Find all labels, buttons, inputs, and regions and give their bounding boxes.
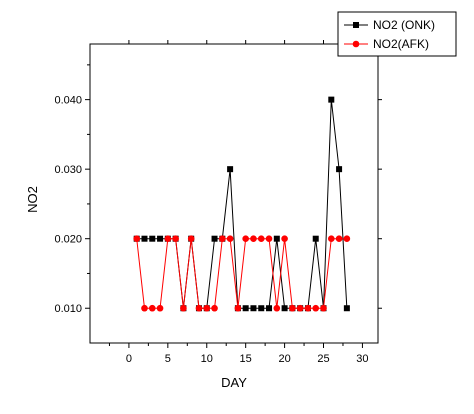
- x-tick-label: 0: [126, 353, 132, 365]
- y-tick-label: 0.040: [54, 95, 82, 107]
- x-tick-label: 20: [278, 353, 290, 365]
- data-point-square: [242, 305, 249, 312]
- data-point-circle: [320, 304, 327, 312]
- data-point-circle: [211, 304, 218, 312]
- data-point-circle: [281, 235, 288, 242]
- data-point-circle: [265, 235, 273, 242]
- plot-frame: [89, 43, 379, 344]
- x-axis-title: DAY: [221, 375, 247, 390]
- data-point-square: [157, 235, 164, 242]
- data-point-circle: [141, 304, 148, 312]
- data-point-circle: [164, 235, 172, 242]
- axes: 0 5 10 15 20 25 30 0.010 0.020 0.030 0.040 DAY NO2: [25, 40, 382, 390]
- y-axis-title: NO2: [25, 186, 40, 213]
- data-point-circle: [226, 235, 234, 242]
- x-tick-label: 15: [240, 353, 252, 365]
- data-point-circle: [133, 235, 141, 242]
- data-point-circle: [250, 235, 257, 242]
- data-point-circle: [242, 235, 249, 242]
- data-point-circle: [296, 304, 304, 312]
- x-tick-label: 5: [165, 353, 171, 365]
- legend-marker-square: [353, 22, 359, 28]
- data-point-circle: [335, 235, 343, 242]
- series-afk: [133, 235, 351, 312]
- data-point-circle: [187, 235, 195, 242]
- series-line: [136, 238, 347, 309]
- data-point-square: [281, 305, 288, 312]
- series-onk: [133, 96, 350, 312]
- x-tick-label: 10: [201, 353, 213, 365]
- data-point-square: [211, 235, 218, 242]
- data-point-circle: [327, 235, 335, 242]
- data-point-circle: [257, 235, 265, 242]
- data-point-square: [149, 235, 156, 242]
- legend-marker-circle: [352, 40, 360, 48]
- plot-area: [133, 96, 351, 312]
- data-point-circle: [148, 304, 156, 312]
- legend-box: [337, 11, 457, 57]
- legend-label: NO2(AFK): [373, 37, 429, 51]
- legend: NO2 (ONK) NO2(AFK): [337, 11, 457, 57]
- data-point-square: [336, 166, 343, 173]
- y-tick-label: 0.010: [54, 303, 82, 315]
- data-point-square: [141, 235, 148, 242]
- data-point-square: [250, 305, 257, 312]
- data-point-circle: [304, 304, 312, 312]
- data-point-circle: [203, 304, 211, 312]
- data-point-square: [328, 96, 335, 103]
- data-point-square: [343, 305, 350, 312]
- x-tick-label: 25: [317, 353, 329, 365]
- data-point-circle: [195, 304, 203, 312]
- data-point-circle: [180, 304, 187, 312]
- y-tick-label: 0.020: [54, 234, 82, 246]
- data-point-circle: [289, 304, 296, 312]
- data-point-circle: [234, 304, 242, 312]
- data-point-circle: [343, 235, 351, 242]
- data-point-square: [258, 305, 265, 312]
- x-tick-label: 30: [356, 353, 368, 365]
- legend-label: NO2 (ONK): [373, 18, 435, 32]
- data-point-circle: [219, 235, 226, 242]
- y-tick-label: 0.030: [54, 164, 82, 176]
- data-point-square: [266, 305, 273, 312]
- data-point-square: [273, 235, 280, 242]
- data-point-square: [312, 235, 319, 242]
- data-point-circle: [273, 304, 281, 312]
- data-point-circle: [312, 304, 320, 312]
- data-point-square: [227, 166, 234, 173]
- data-point-circle: [156, 304, 164, 312]
- data-point-circle: [172, 235, 179, 242]
